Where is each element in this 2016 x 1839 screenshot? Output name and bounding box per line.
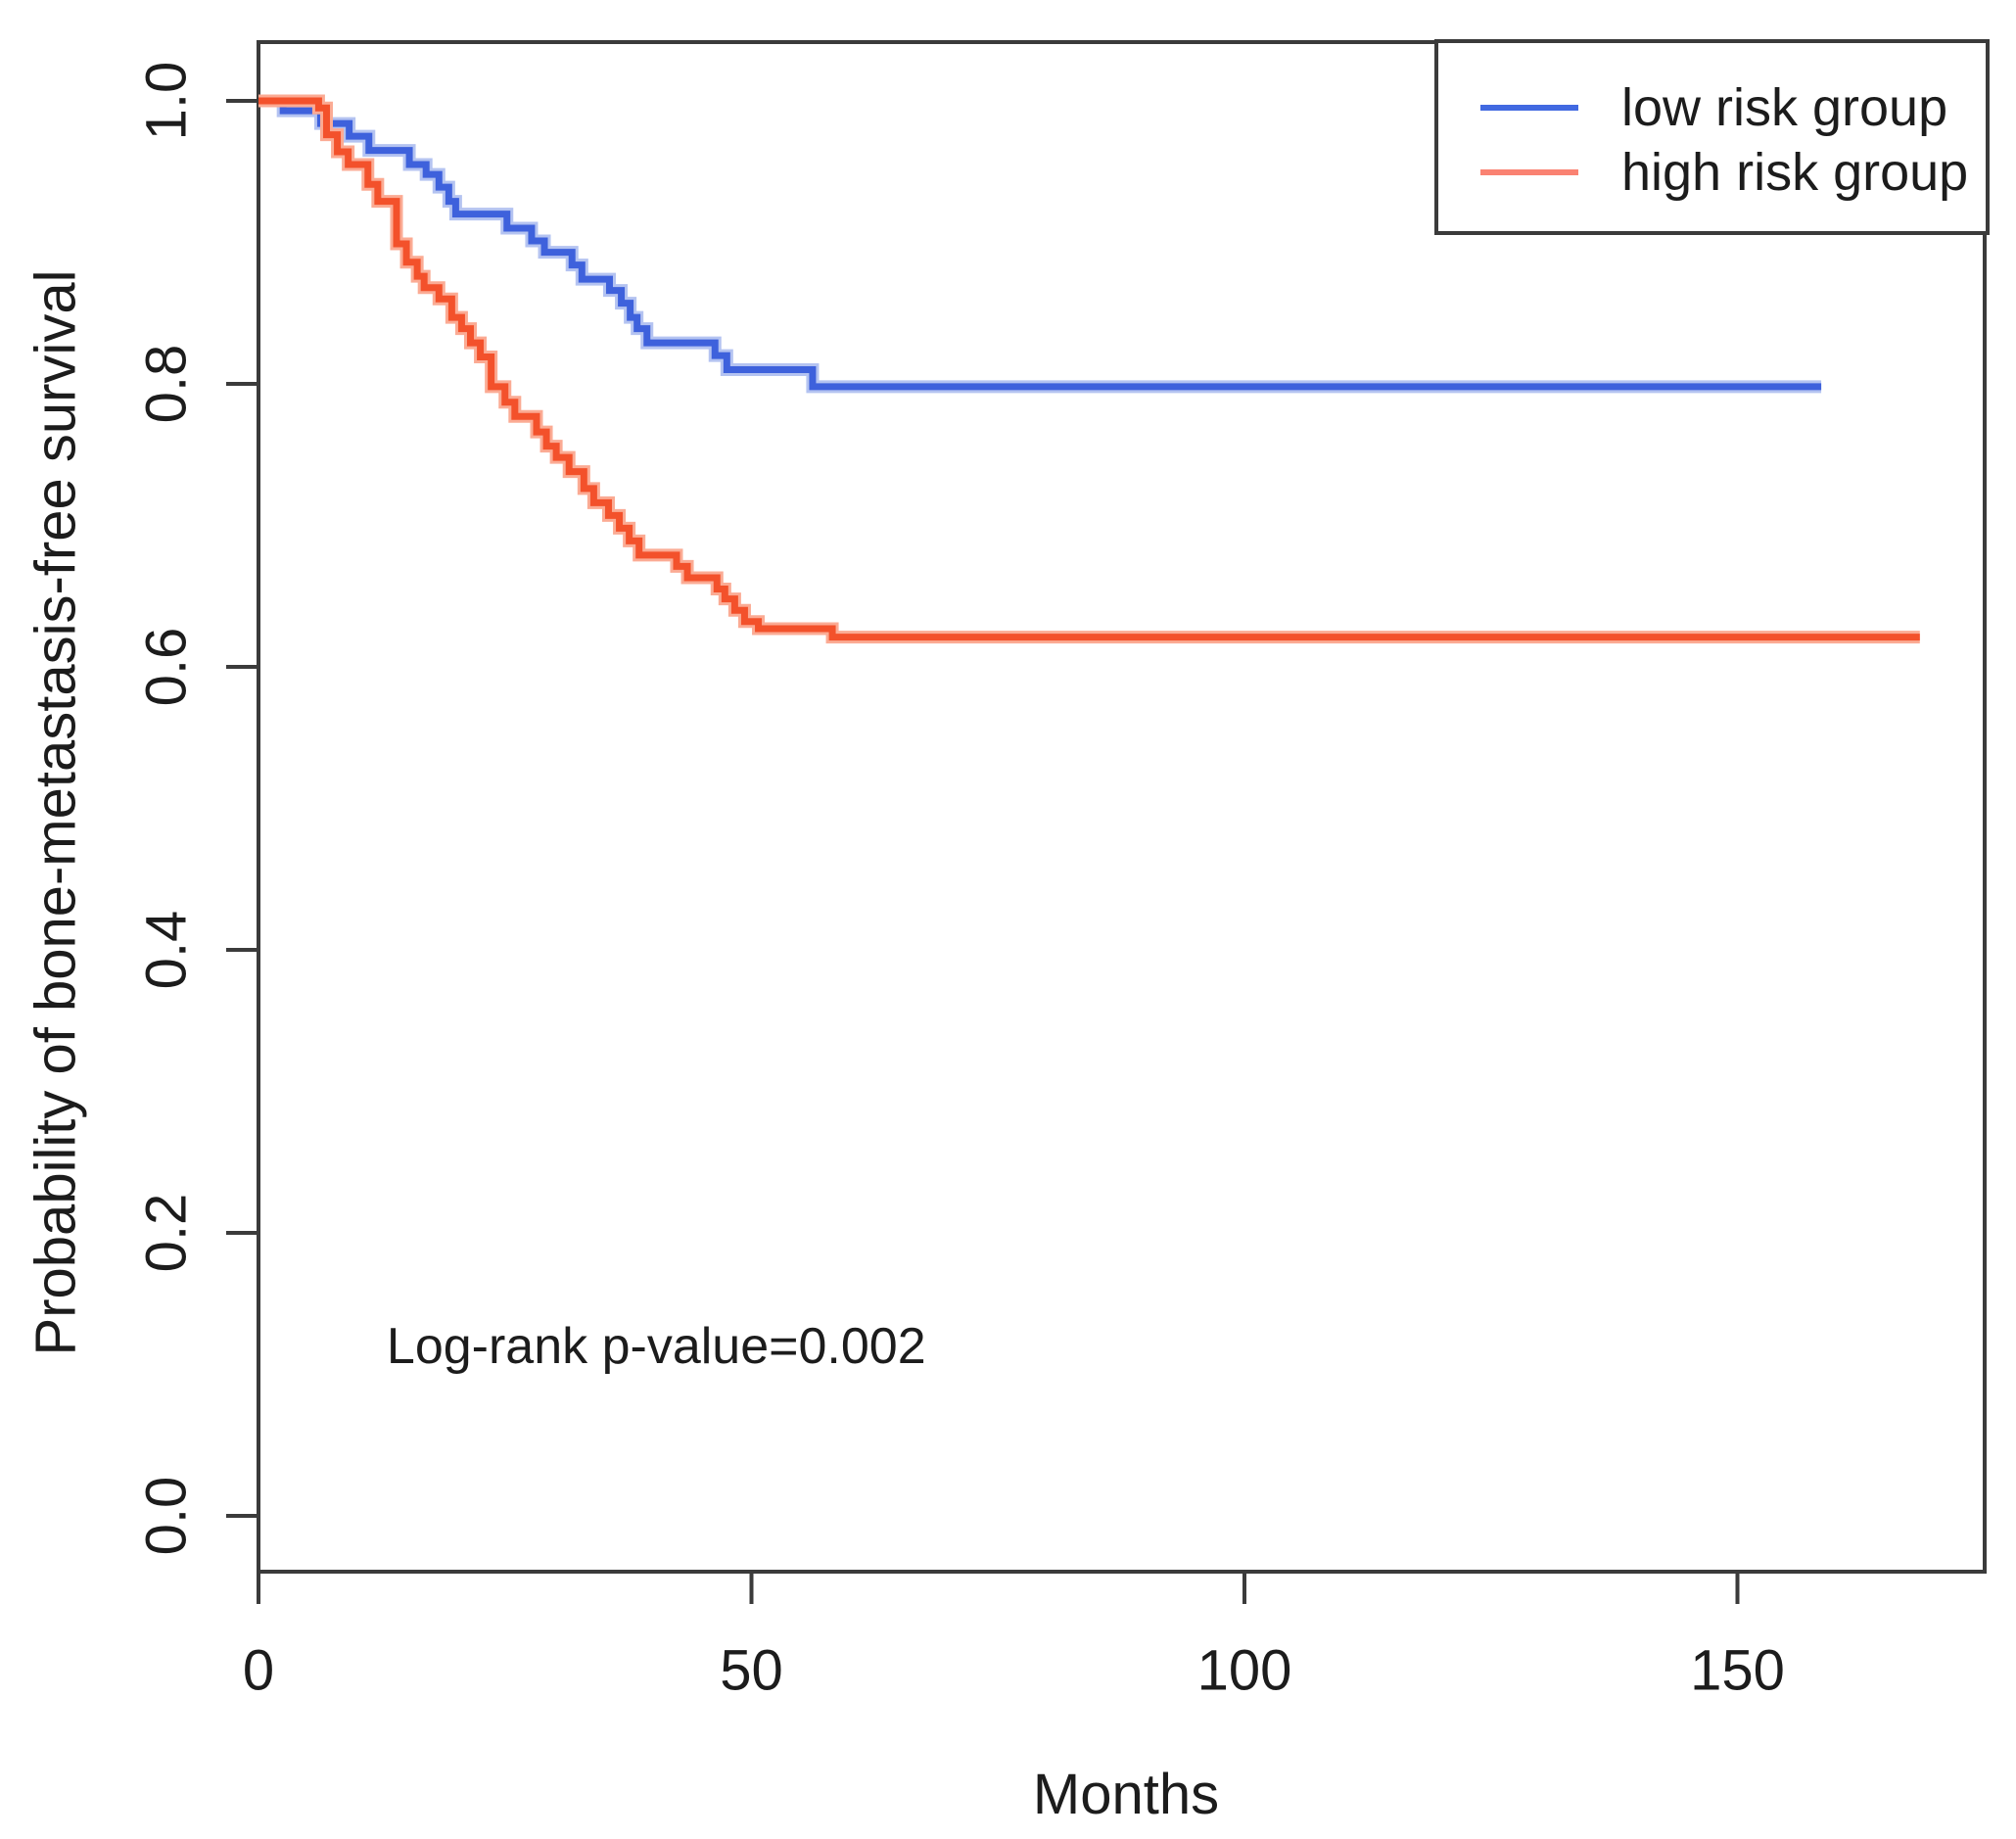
high-risk-curve (258, 97, 1920, 641)
legend-label-low-risk: low risk group (1621, 78, 1947, 137)
x-axis-tick-label: 0 (243, 1639, 274, 1703)
y-axis-tick-label: 0.0 (135, 1477, 199, 1556)
y-axis-tick-label: 0.4 (135, 911, 199, 990)
axis-ticks: 0 50 100 150 0.0 0.2 0.4 0.6 0.8 1.0 (135, 62, 1785, 1703)
legend-box (1434, 39, 1990, 235)
x-axis-tick-label: 100 (1197, 1639, 1292, 1703)
y-axis-tick-label: 0.8 (135, 345, 199, 424)
x-axis-tick-label: 50 (720, 1639, 783, 1703)
y-axis-tick-label: 1.0 (135, 62, 199, 141)
y-axis-title: Probability of bone-metastasis-free surv… (24, 270, 88, 1356)
legend: low risk group high risk group (1434, 39, 1990, 235)
low-risk-curve (258, 97, 1822, 391)
y-axis-tick-label: 0.2 (135, 1194, 199, 1273)
x-axis-title: Months (1033, 1763, 1219, 1826)
survival-curves (258, 94, 1920, 644)
log-rank-annotation: Log-rank p-value=0.002 (387, 1318, 926, 1375)
y-axis-tick-label: 0.6 (135, 628, 199, 707)
legend-label-high-risk: high risk group (1621, 143, 1968, 202)
x-axis-tick-label: 150 (1690, 1639, 1785, 1703)
plot-box (257, 40, 1987, 1574)
